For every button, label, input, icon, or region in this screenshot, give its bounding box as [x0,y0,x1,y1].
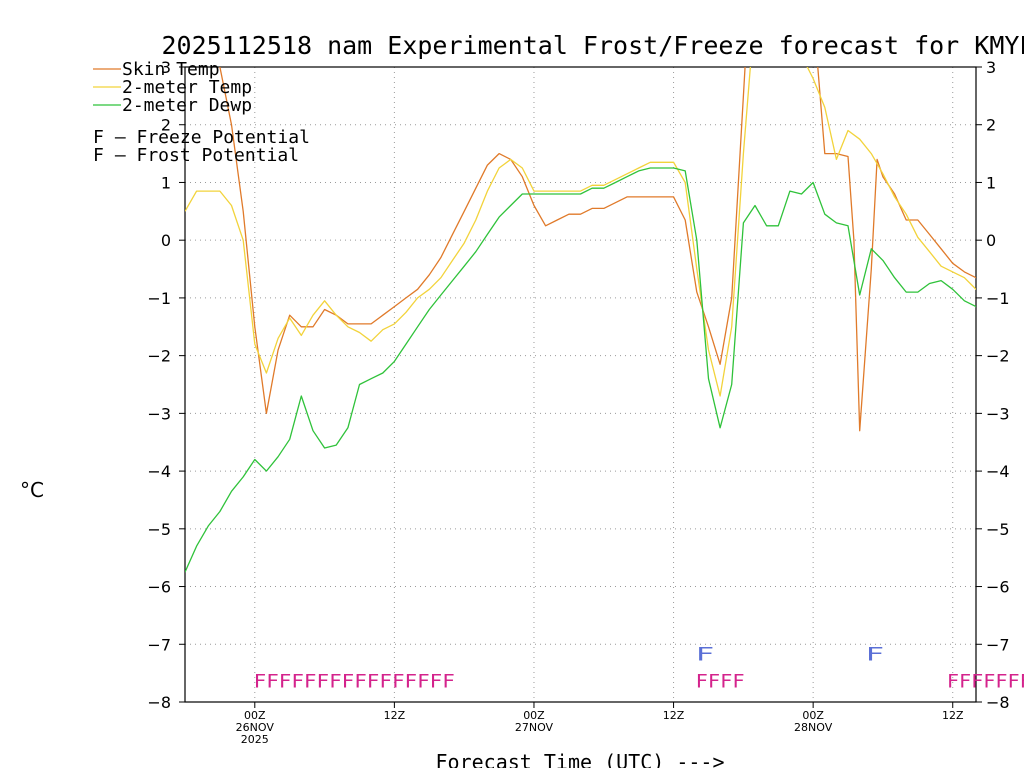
y-tick-label-left-5: −2 [147,347,171,366]
series-layer [185,67,976,573]
series-line-skin-temp [219,67,976,432]
y-tick-label-left-0: 3 [161,58,171,77]
grid [185,67,976,702]
x-axis-label: Forecast Time (UTC) ---> [436,750,725,768]
y-tick-label-right-1: 2 [986,116,996,135]
x-tick-label-5-0: 12Z [942,709,964,722]
legend-label-2m-dewp: 2-meter Dewp [122,95,252,116]
y-axis-right: 3 2 1 0 −1 −2 −3 −4 −5 −6 −7 −8 [976,58,1010,712]
y-tick-label-left-9: −6 [147,578,171,597]
x-tick-label-0-0: 00Z [244,709,266,722]
legend-frost-label: – Frost Potential [104,145,299,166]
x-tick-label-4-1: 28NOV [794,721,833,734]
plot-frame [184,66,977,703]
x-tick-label-4-0: 00Z [802,709,824,722]
legend-freeze-label: – Freeze Potential [104,127,310,148]
y-tick-label-left-1: 2 [161,116,171,135]
y-tick-label-right-3: 0 [986,231,996,250]
chart-title: 2025112518 nam Experimental Frost/Freeze… [162,31,1024,60]
x-tick-label-2-1: 27NOV [515,721,554,734]
y-tick-label-left-7: −4 [147,462,171,481]
legend-label-skin-temp: Skin Temp [122,59,220,80]
y-tick-label-right-7: −4 [986,462,1010,481]
x-tick-label-2-0: 00Z [523,709,545,722]
y-tick-label-right-0: 3 [986,58,996,77]
y-tick-label-right-6: −3 [986,404,1010,423]
frost-potential-run-1: F [865,643,884,665]
y-tick-label-left-2: 1 [161,173,171,192]
y-tick-label-left-3: 0 [161,231,171,250]
y-axis-unit: °C [20,478,44,502]
y-tick-label-right-11: −8 [986,693,1010,712]
legend-freeze-marker: F [93,127,104,148]
x-tick-label-3-0: 12Z [663,709,685,722]
potential-markers: FFFFFFFFFFFFFFFFFFFFFFFFFFFFFFFFFFFFFFFF… [254,643,1024,692]
x-tick-label-1-0: 12Z [384,709,406,722]
y-tick-label-left-4: −1 [147,289,171,308]
freeze-potential-run-0: FFFFFFFFFFFFFFFF [254,671,455,693]
legend-frost-marker: F [93,145,104,166]
series-line-2-meter-dewp [185,167,976,573]
x-tick-label-0-1: 26NOV [236,721,275,734]
x-tick-label-0-2: 2025 [241,733,269,746]
series-line-2-meter-temp [185,67,976,397]
freeze-potential-run-1: FFFF [696,671,745,693]
legend: Skin Temp 2-meter Temp 2-meter Dewp F – … [93,59,310,166]
y-axis-left: 3 2 1 0 −1 −2 −3 −4 −5 −6 −7 −8 [147,58,185,712]
y-tick-label-left-8: −5 [147,520,171,539]
freeze-potential-run-2: FFFFFFF [947,671,1024,693]
legend-label-2m-temp: 2-meter Temp [122,77,252,98]
y-tick-label-right-2: 1 [986,173,996,192]
y-tick-label-right-8: −5 [986,520,1010,539]
frost-potential-run-0: F [696,643,715,665]
y-tick-label-left-11: −8 [147,693,171,712]
y-tick-label-right-10: −7 [986,635,1010,654]
y-tick-label-right-5: −2 [986,347,1010,366]
y-tick-label-left-10: −7 [147,635,171,654]
y-tick-label-left-6: −3 [147,404,171,423]
y-tick-label-right-9: −6 [986,578,1010,597]
y-tick-label-right-4: −1 [986,289,1010,308]
